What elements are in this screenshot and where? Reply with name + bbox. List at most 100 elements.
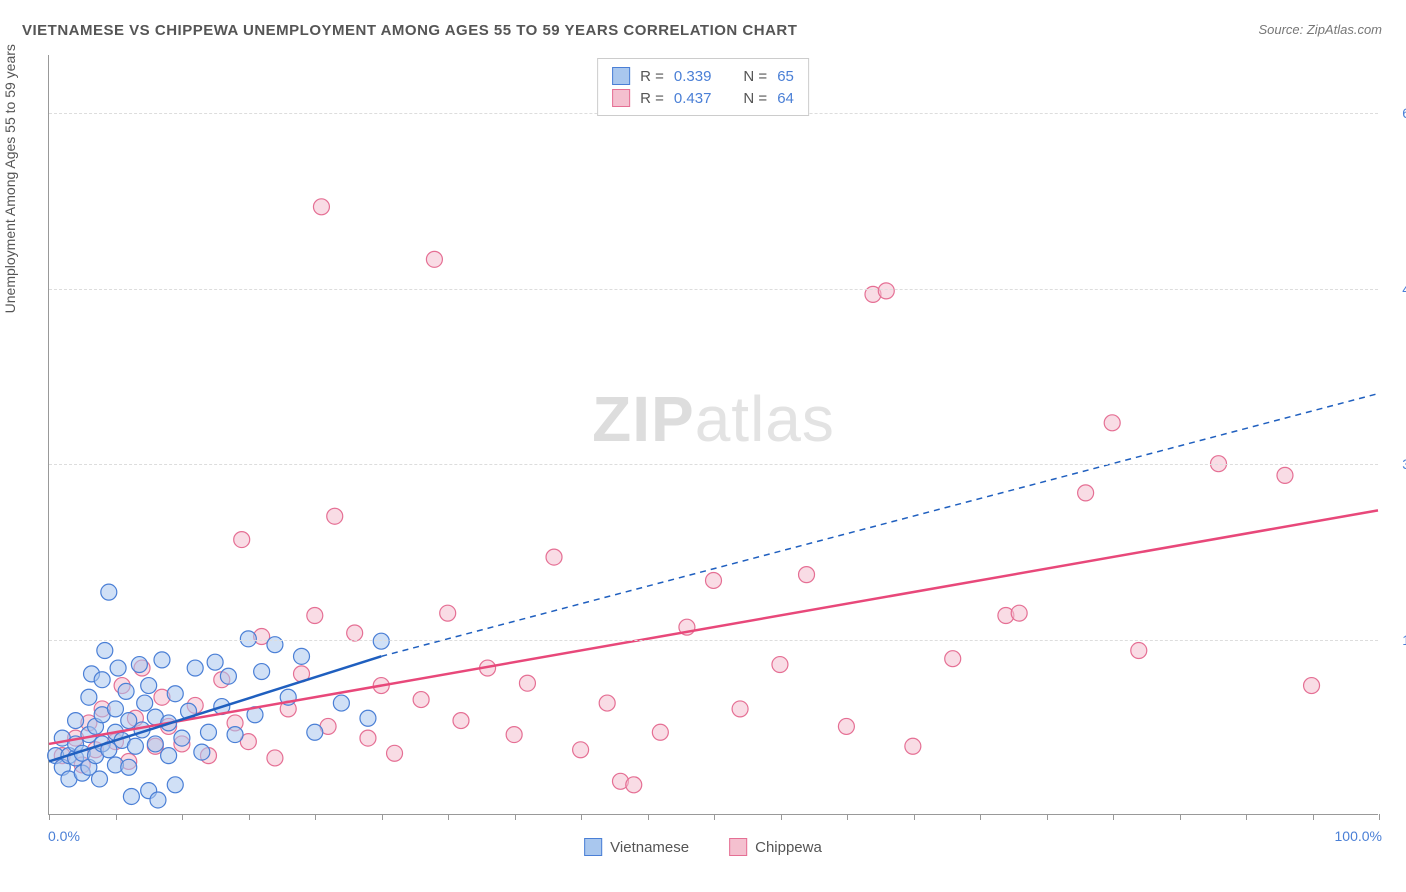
scatter-point [131, 657, 147, 673]
legend-swatch-chippewa [729, 838, 747, 856]
r-label: R = [640, 68, 664, 85]
scatter-point [174, 730, 190, 746]
scatter-point [413, 692, 429, 708]
y-tick-label: 45.0% [1382, 281, 1406, 297]
x-tick [182, 814, 183, 820]
x-tick [1180, 814, 1181, 820]
scatter-point [1011, 605, 1027, 621]
scatter-point [94, 672, 110, 688]
n-label: N = [743, 68, 767, 85]
x-tick [315, 814, 316, 820]
scatter-point [127, 738, 143, 754]
legend-swatch-vietnamese [584, 838, 602, 856]
legend-item-chippewa: Chippewa [729, 838, 822, 856]
y-tick-label: 60.0% [1382, 105, 1406, 121]
x-tick [1047, 814, 1048, 820]
scatter-point [101, 584, 117, 600]
stats-box: R = 0.339 N = 65 R = 0.437 N = 64 [597, 58, 809, 116]
scatter-point [141, 678, 157, 694]
scatter-point [333, 695, 349, 711]
x-axis-min-label: 0.0% [48, 828, 80, 844]
r-label: R = [640, 90, 664, 107]
scatter-point [573, 742, 589, 758]
scatter-point [313, 199, 329, 215]
scatter-point [626, 777, 642, 793]
scatter-point [118, 683, 134, 699]
scatter-point [147, 736, 163, 752]
gridline-h [49, 640, 1378, 641]
scatter-point [294, 648, 310, 664]
scatter-point [772, 657, 788, 673]
scatter-point [167, 777, 183, 793]
gridline-h [49, 289, 1378, 290]
scatter-point [706, 572, 722, 588]
scatter-point [207, 654, 223, 670]
scatter-point [81, 689, 97, 705]
stats-row-vietnamese: R = 0.339 N = 65 [612, 65, 794, 87]
x-tick [1313, 814, 1314, 820]
scatter-point [1104, 415, 1120, 431]
source-label: Source: ZipAtlas.com [1258, 22, 1382, 37]
x-tick [382, 814, 383, 820]
scatter-point [387, 745, 403, 761]
x-tick [249, 814, 250, 820]
scatter-point [327, 508, 343, 524]
x-axis-max-label: 100.0% [1335, 828, 1382, 844]
scatter-point [254, 664, 270, 680]
x-tick [581, 814, 582, 820]
scatter-point [187, 660, 203, 676]
x-tick [1379, 814, 1380, 820]
legend-label-vietnamese: Vietnamese [610, 839, 689, 856]
y-axis-title: Unemployment Among Ages 55 to 59 years [2, 44, 18, 313]
x-tick [1113, 814, 1114, 820]
scatter-point [360, 730, 376, 746]
scatter-point [652, 724, 668, 740]
scatter-point [234, 532, 250, 548]
swatch-chippewa [612, 89, 630, 107]
scatter-point [905, 738, 921, 754]
scatter-point [68, 713, 84, 729]
x-tick [448, 814, 449, 820]
scatter-point [546, 549, 562, 565]
n-label: N = [743, 90, 767, 107]
scatter-point [200, 724, 216, 740]
scatter-point [878, 283, 894, 299]
n-value-vietnamese: 65 [777, 68, 794, 85]
bottom-legend: Vietnamese Chippewa [584, 838, 822, 856]
scatter-point [307, 608, 323, 624]
scatter-point [799, 567, 815, 583]
scatter-point [92, 771, 108, 787]
scatter-point [426, 251, 442, 267]
scatter-point [440, 605, 456, 621]
stats-row-chippewa: R = 0.437 N = 64 [612, 87, 794, 109]
scatter-point [110, 660, 126, 676]
scatter-point [161, 748, 177, 764]
scatter-point [506, 727, 522, 743]
plot-svg [49, 55, 1378, 814]
scatter-point [307, 724, 323, 740]
chart-title: VIETNAMESE VS CHIPPEWA UNEMPLOYMENT AMON… [22, 22, 797, 39]
scatter-point [267, 750, 283, 766]
trend-line [49, 510, 1378, 744]
scatter-point [137, 695, 153, 711]
x-tick [648, 814, 649, 820]
scatter-point [838, 718, 854, 734]
scatter-point [194, 744, 210, 760]
scatter-point [1304, 678, 1320, 694]
scatter-point [360, 710, 376, 726]
scatter-point [519, 675, 535, 691]
trend-line [381, 394, 1378, 657]
x-tick [49, 814, 50, 820]
legend-label-chippewa: Chippewa [755, 839, 822, 856]
scatter-point [154, 652, 170, 668]
scatter-point [97, 643, 113, 659]
x-tick [116, 814, 117, 820]
x-tick [980, 814, 981, 820]
scatter-point [123, 788, 139, 804]
plot-area: ZIPatlas 15.0%30.0%45.0%60.0% [48, 55, 1378, 815]
y-tick-label: 15.0% [1382, 632, 1406, 648]
r-value-chippewa: 0.437 [674, 90, 712, 107]
scatter-point [1277, 467, 1293, 483]
scatter-point [599, 695, 615, 711]
scatter-point [1131, 643, 1147, 659]
